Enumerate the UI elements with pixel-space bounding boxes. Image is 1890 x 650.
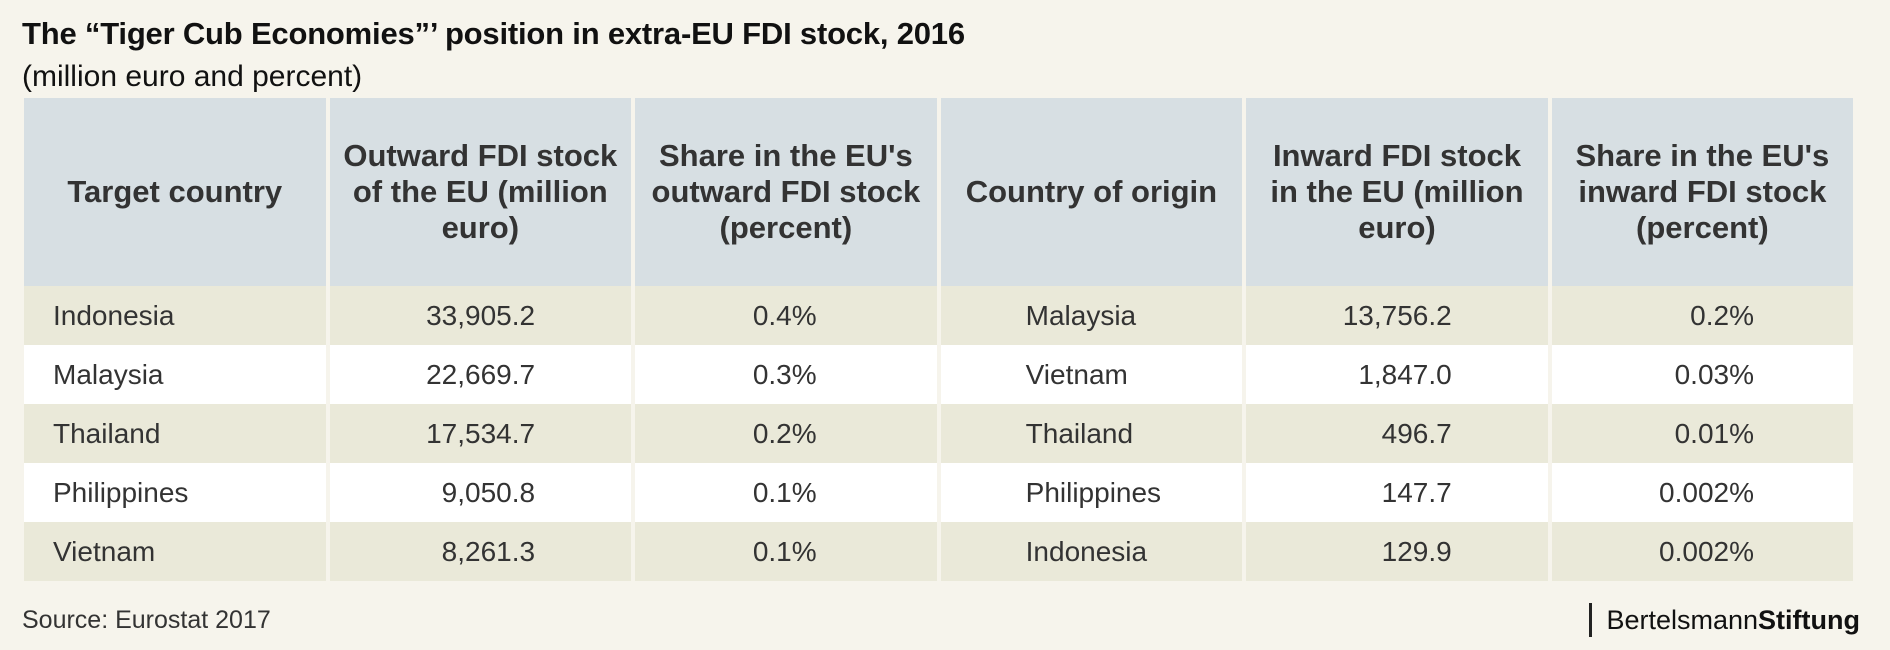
table-row: Thailand 17,534.7 0.2% Thailand 496.7 0.… [24,404,1853,463]
page-title: The “Tiger Cub Economies”’ position in e… [22,16,965,51]
outward-share-cell: 0.2% [635,404,937,463]
target-country-cell: Thailand [24,404,326,463]
inward-share-cell: 0.01% [1551,404,1853,463]
outward-stock-cell: 9,050.8 [329,463,632,522]
target-country-cell: Vietnam [24,522,326,581]
fdi-table: Target country Outward FDI stock of the … [20,98,1857,581]
outward-stock-cell: 17,534.7 [329,404,632,463]
table-row: Indonesia 33,905.2 0.4% Malaysia 13,756.… [24,286,1853,345]
outward-stock-cell: 33,905.2 [329,286,632,345]
target-country-cell: Philippines [24,463,326,522]
inward-stock-cell: 147.7 [1246,463,1548,522]
outward-share-cell: 0.1% [635,522,937,581]
inward-stock-cell: 13,756.2 [1246,286,1548,345]
origin-country-cell: Philippines [940,463,1243,522]
logo-text-bertelsmann: Bertelsmann [1606,605,1759,635]
table-row: Vietnam 8,261.3 0.1% Indonesia 129.9 0.0… [24,522,1853,581]
origin-country-cell: Indonesia [940,522,1243,581]
inward-share-cell: 0.03% [1551,345,1853,404]
target-country-cell: Indonesia [24,286,326,345]
column-header-outward-stock: Outward FDI stock of the EU (million eur… [329,98,632,286]
column-header-country-of-origin: Country of origin [940,98,1243,286]
outward-share-cell: 0.4% [635,286,937,345]
origin-country-cell: Malaysia [940,286,1243,345]
column-header-inward-share: Share in the EU's inward FDI stock (perc… [1551,98,1853,286]
bertelsmann-stiftung-logo: BertelsmannStiftung [1589,603,1860,637]
page-subtitle: (million euro and percent) [22,60,363,93]
origin-country-cell: Vietnam [940,345,1243,404]
inward-stock-cell: 1,847.0 [1246,345,1548,404]
table-row: Philippines 9,050.8 0.1% Philippines 147… [24,463,1853,522]
inward-share-cell: 0.2% [1551,286,1853,345]
inward-share-cell: 0.002% [1551,463,1853,522]
source-note: Source: Eurostat 2017 [22,606,271,634]
column-header-outward-share: Share in the EU's outward FDI stock (per… [635,98,937,286]
outward-stock-cell: 8,261.3 [329,522,632,581]
table-header-row: Target country Outward FDI stock of the … [24,98,1853,286]
inward-share-cell: 0.002% [1551,522,1853,581]
origin-country-cell: Thailand [940,404,1243,463]
inward-stock-cell: 129.9 [1246,522,1548,581]
column-header-target-country: Target country [24,98,326,286]
outward-stock-cell: 22,669.7 [329,345,632,404]
inward-stock-cell: 496.7 [1246,404,1548,463]
logo-text-stiftung: Stiftung [1758,605,1860,635]
table-row: Malaysia 22,669.7 0.3% Vietnam 1,847.0 0… [24,345,1853,404]
target-country-cell: Malaysia [24,345,326,404]
outward-share-cell: 0.3% [635,345,937,404]
outward-share-cell: 0.1% [635,463,937,522]
column-header-inward-stock: Inward FDI stock in the EU (million euro… [1246,98,1548,286]
